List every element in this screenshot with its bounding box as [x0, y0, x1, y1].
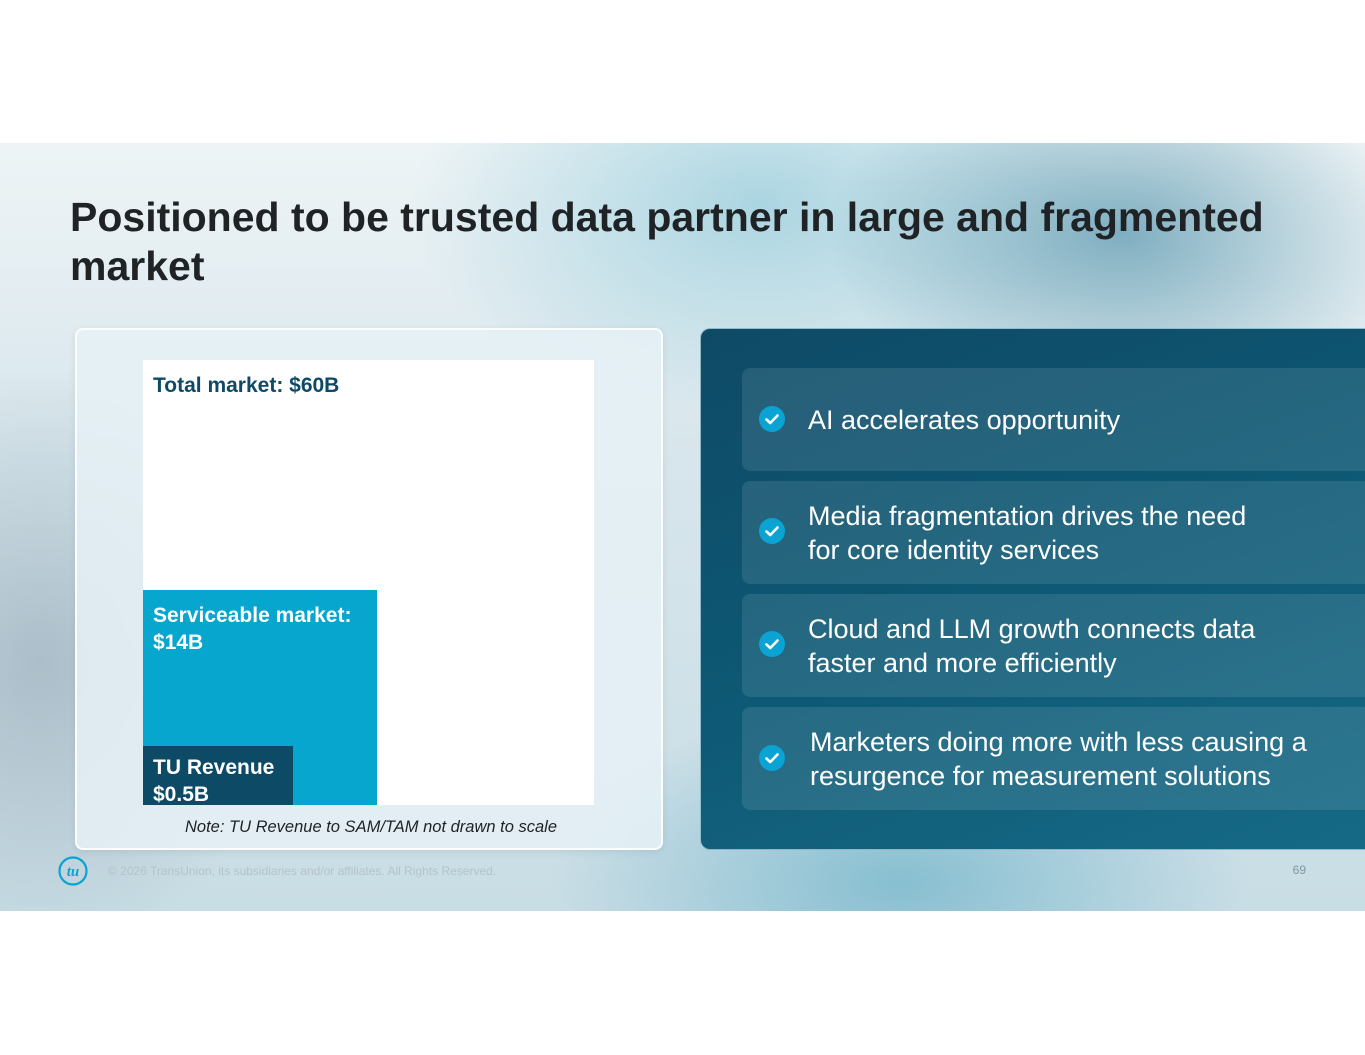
- check-circle-icon: [759, 745, 785, 771]
- key-point-text: Media fragmentation drives the need for …: [808, 501, 1247, 565]
- tu-revenue-label: $0.5B: [153, 783, 209, 806]
- key-points-panel: AI accelerates opportunity Media fragmen…: [700, 328, 1365, 850]
- tu-revenue-label: TU Revenue: [153, 756, 274, 779]
- key-point-text: Cloud and LLM growth connects data faste…: [808, 614, 1256, 678]
- key-point-text: Marketers doing more with less causing a…: [810, 727, 1307, 791]
- check-circle-icon: [759, 518, 785, 544]
- page-number: 69: [1292, 863, 1306, 877]
- key-point: Marketers doing more with less causing a…: [742, 707, 1365, 810]
- market-size-chart-card: Total market: $60B Serviceable market: $14…: [75, 328, 663, 850]
- key-point: Cloud and LLM growth connects data faste…: [742, 594, 1365, 697]
- copyright-text: © 2026 TransUnion, its subsidiaries and/…: [108, 864, 497, 878]
- check-circle-icon: [759, 406, 785, 432]
- total-market-label: Total market: $60B: [153, 374, 339, 397]
- logo-text: tu: [67, 864, 80, 880]
- serviceable-market-label: $14B: [153, 631, 203, 654]
- slide-title: Positioned to be trusted data partner in…: [70, 194, 1264, 289]
- chart-note: Note: TU Revenue to SAM/TAM not drawn to…: [184, 818, 557, 836]
- tu-revenue-area: [143, 746, 293, 805]
- slide: Positioned to be trusted data partner in…: [0, 143, 1365, 911]
- key-point-text: AI accelerates opportunity: [808, 405, 1121, 435]
- check-circle-icon: [759, 631, 785, 657]
- transunion-logo: tu: [58, 856, 88, 886]
- market-size-chart: Total market: $60B Serviceable market: $14…: [143, 360, 594, 806]
- serviceable-market-label: Serviceable market:: [153, 604, 351, 627]
- key-point: Media fragmentation drives the need for …: [742, 481, 1365, 584]
- key-point: AI accelerates opportunity: [742, 368, 1365, 471]
